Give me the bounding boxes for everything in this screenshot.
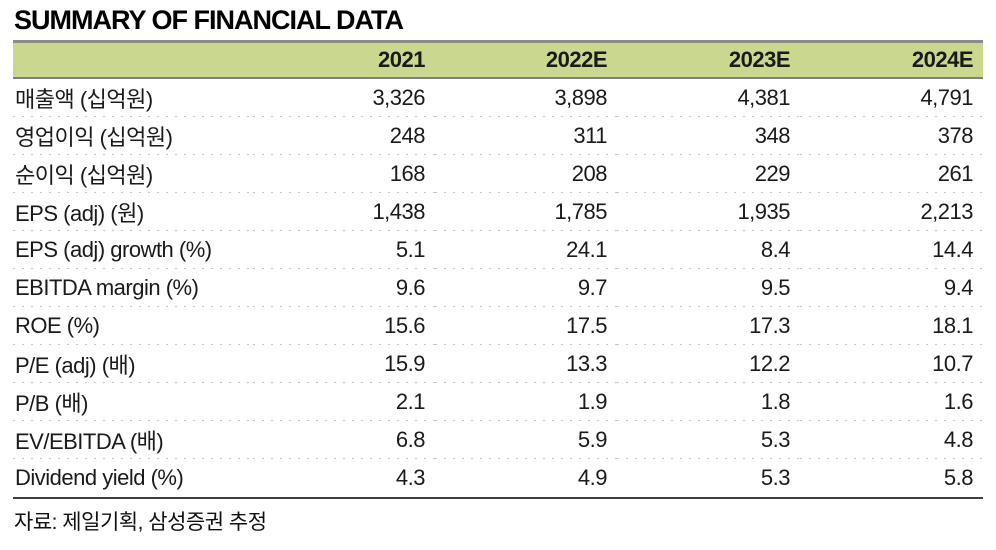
column-header-2024e: 2024E — [800, 40, 983, 79]
column-header-metric — [13, 40, 253, 79]
cell-value: 9.5 — [617, 269, 800, 307]
cell-value: 348 — [617, 117, 800, 155]
header-row: 2021 2022E 2023E 2024E — [13, 40, 983, 79]
table-header: 2021 2022E 2023E 2024E — [13, 40, 983, 79]
table-row: EPS (adj) growth (%) 5.1 24.1 8.4 14.4 — [13, 231, 983, 269]
cell-value: 18.1 — [800, 307, 983, 345]
cell-value: 5.3 — [617, 421, 800, 459]
cell-value: 17.5 — [435, 307, 617, 345]
cell-value: 4,791 — [800, 78, 983, 117]
table-row: Dividend yield (%) 4.3 4.9 5.3 5.8 — [13, 459, 983, 499]
cell-value: 311 — [435, 117, 617, 155]
row-label: 순이익 (십억원) — [13, 155, 253, 193]
cell-value: 9.4 — [800, 269, 983, 307]
cell-value: 2.1 — [253, 383, 435, 421]
cell-value: 248 — [253, 117, 435, 155]
cell-value: 6.8 — [253, 421, 435, 459]
column-header-2021: 2021 — [253, 40, 435, 79]
cell-value: 1,785 — [435, 193, 617, 231]
cell-value: 15.9 — [253, 345, 435, 383]
table-row: 영업이익 (십억원) 248 311 348 378 — [13, 117, 983, 155]
row-label: EPS (adj) growth (%) — [13, 231, 253, 269]
table-row: EPS (adj) (원) 1,438 1,785 1,935 2,213 — [13, 193, 983, 231]
row-label: P/E (adj) (배) — [13, 345, 253, 383]
cell-value: 208 — [435, 155, 617, 193]
cell-value: 10.7 — [800, 345, 983, 383]
cell-value: 8.4 — [617, 231, 800, 269]
cell-value: 17.3 — [617, 307, 800, 345]
cell-value: 168 — [253, 155, 435, 193]
cell-value: 3,326 — [253, 78, 435, 117]
cell-value: 4.8 — [800, 421, 983, 459]
cell-value: 5.1 — [253, 231, 435, 269]
table-row: P/E (adj) (배) 15.9 13.3 12.2 10.7 — [13, 345, 983, 383]
cell-value: 1.9 — [435, 383, 617, 421]
table-row: ROE (%) 15.6 17.5 17.3 18.1 — [13, 307, 983, 345]
row-label: 영업이익 (십억원) — [13, 117, 253, 155]
column-header-2023e: 2023E — [617, 40, 800, 79]
cell-value: 4.9 — [435, 459, 617, 499]
cell-value: 5.8 — [800, 459, 983, 499]
cell-value: 5.9 — [435, 421, 617, 459]
cell-value: 14.4 — [800, 231, 983, 269]
cell-value: 1,438 — [253, 193, 435, 231]
cell-value: 15.6 — [253, 307, 435, 345]
cell-value: 4,381 — [617, 78, 800, 117]
source-note: 자료: 제일기획, 삼성증권 추정 — [14, 511, 267, 534]
cell-value: 4.3 — [253, 459, 435, 499]
cell-value: 1,935 — [617, 193, 800, 231]
cell-value: 2,213 — [800, 193, 983, 231]
row-label: EPS (adj) (원) — [13, 193, 253, 231]
column-header-2022e: 2022E — [435, 40, 617, 79]
cell-value: 9.7 — [435, 269, 617, 307]
cell-value: 1.8 — [617, 383, 800, 421]
cell-value: 9.6 — [253, 269, 435, 307]
table-body: 매출액 (십억원) 3,326 3,898 4,381 4,791 영업이익 (… — [13, 78, 983, 499]
table-row: EV/EBITDA (배) 6.8 5.9 5.3 4.8 — [13, 421, 983, 459]
financial-table: 2021 2022E 2023E 2024E 매출액 (십억원) 3,326 3… — [13, 40, 983, 499]
cell-value: 3,898 — [435, 78, 617, 117]
cell-value: 378 — [800, 117, 983, 155]
row-label: ROE (%) — [13, 307, 253, 345]
table-row: 순이익 (십억원) 168 208 229 261 — [13, 155, 983, 193]
table-row: 매출액 (십억원) 3,326 3,898 4,381 4,791 — [13, 78, 983, 117]
row-label: P/B (배) — [13, 383, 253, 421]
cell-value: 12.2 — [617, 345, 800, 383]
financial-summary-page: SUMMARY OF FINANCIAL DATA 2021 2022E 202… — [0, 2, 996, 536]
row-label: 매출액 (십억원) — [13, 78, 253, 117]
table-row: EBITDA margin (%) 9.6 9.7 9.5 9.4 — [13, 269, 983, 307]
cell-value: 229 — [617, 155, 800, 193]
cell-value: 5.3 — [617, 459, 800, 499]
cell-value: 1.6 — [800, 383, 983, 421]
cell-value: 13.3 — [435, 345, 617, 383]
cell-value: 24.1 — [435, 231, 617, 269]
row-label: Dividend yield (%) — [13, 459, 253, 499]
table-row: P/B (배) 2.1 1.9 1.8 1.6 — [13, 383, 983, 421]
row-label: EV/EBITDA (배) — [13, 421, 253, 459]
page-title: SUMMARY OF FINANCIAL DATA — [14, 5, 404, 35]
row-label: EBITDA margin (%) — [13, 269, 253, 307]
cell-value: 261 — [800, 155, 983, 193]
